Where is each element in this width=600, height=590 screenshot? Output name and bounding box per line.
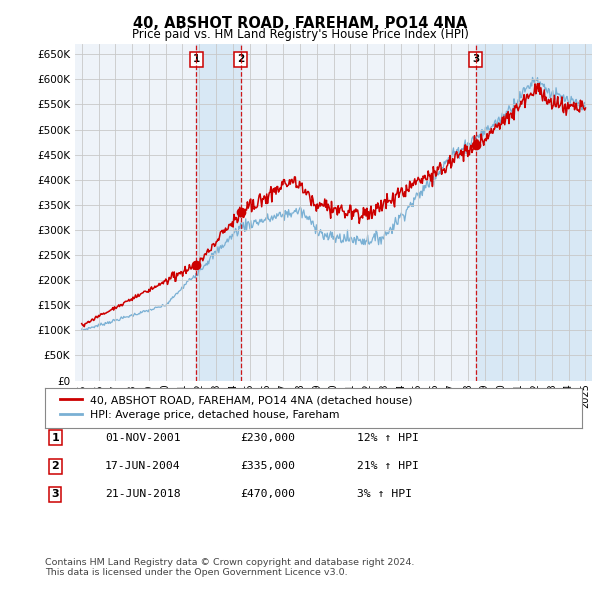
Bar <box>476 44 590 381</box>
Text: Price paid vs. HM Land Registry's House Price Index (HPI): Price paid vs. HM Land Registry's House … <box>131 28 469 41</box>
Text: 12% ↑ HPI: 12% ↑ HPI <box>357 433 419 442</box>
Text: 3% ↑ HPI: 3% ↑ HPI <box>357 490 412 499</box>
Text: £335,000: £335,000 <box>240 461 295 471</box>
Legend: 40, ABSHOT ROAD, FAREHAM, PO14 4NA (detached house), HPI: Average price, detache: 40, ABSHOT ROAD, FAREHAM, PO14 4NA (deta… <box>56 391 417 424</box>
Text: 1: 1 <box>52 433 59 442</box>
Bar <box>196 44 241 381</box>
Text: 21% ↑ HPI: 21% ↑ HPI <box>357 461 419 471</box>
Text: £230,000: £230,000 <box>240 433 295 442</box>
Text: 40, ABSHOT ROAD, FAREHAM, PO14 4NA: 40, ABSHOT ROAD, FAREHAM, PO14 4NA <box>133 16 467 31</box>
Text: £470,000: £470,000 <box>240 490 295 499</box>
Text: Contains HM Land Registry data © Crown copyright and database right 2024.
This d: Contains HM Land Registry data © Crown c… <box>45 558 415 577</box>
Text: 21-JUN-2018: 21-JUN-2018 <box>105 490 181 499</box>
Text: 3: 3 <box>52 490 59 499</box>
Text: 17-JUN-2004: 17-JUN-2004 <box>105 461 181 471</box>
Text: 2: 2 <box>237 54 244 64</box>
Text: 2: 2 <box>52 461 59 471</box>
Text: 3: 3 <box>472 54 479 64</box>
Text: 1: 1 <box>193 54 200 64</box>
Text: 01-NOV-2001: 01-NOV-2001 <box>105 433 181 442</box>
